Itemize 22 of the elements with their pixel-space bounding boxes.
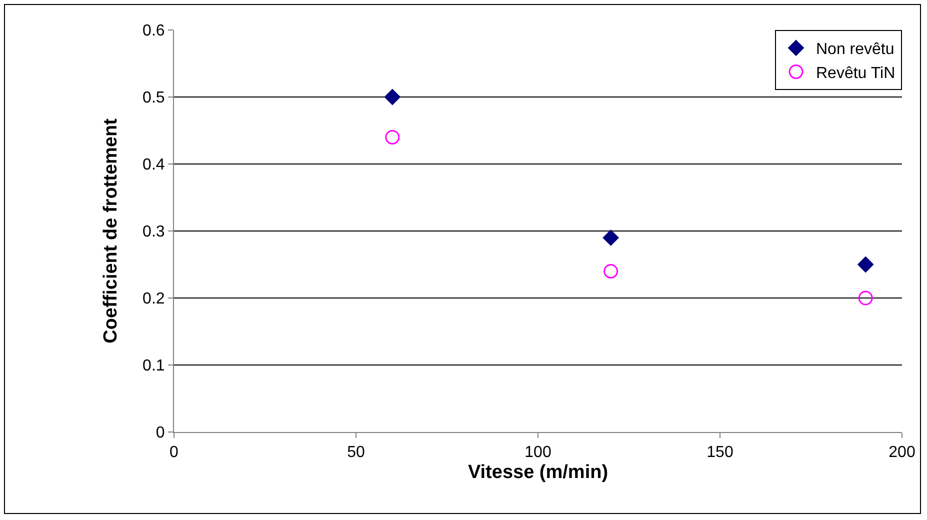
x-tick-label: 0 — [170, 444, 179, 462]
x-axis-title: Vitesse (m/min) — [468, 462, 608, 483]
legend-label: Revêtu TiN — [816, 64, 896, 82]
point — [385, 130, 400, 144]
y-tick-label: 0.4 — [142, 156, 165, 174]
x-tick-label: 50 — [347, 444, 365, 462]
point — [604, 264, 618, 278]
x-tick-label: 100 — [524, 444, 552, 462]
x-tick-label: 150 — [706, 444, 734, 462]
y-tick-label: 0.3 — [142, 224, 165, 241]
point — [858, 256, 874, 272]
point — [858, 290, 873, 306]
legend-label: Non revêtu — [816, 41, 894, 58]
y-axis-title: Coefficient de frottement — [100, 118, 122, 344]
y-tick-label: 0.5 — [142, 90, 165, 107]
y-tick-label: 0.1 — [142, 358, 165, 375]
y-tick-label: 0 — [156, 424, 165, 442]
y-tick-label: 0.6 — [142, 22, 165, 40]
x-tick-label: 200 — [888, 444, 916, 462]
point — [602, 230, 619, 246]
point — [384, 89, 400, 105]
y-tick-label: 0.2 — [142, 290, 165, 308]
